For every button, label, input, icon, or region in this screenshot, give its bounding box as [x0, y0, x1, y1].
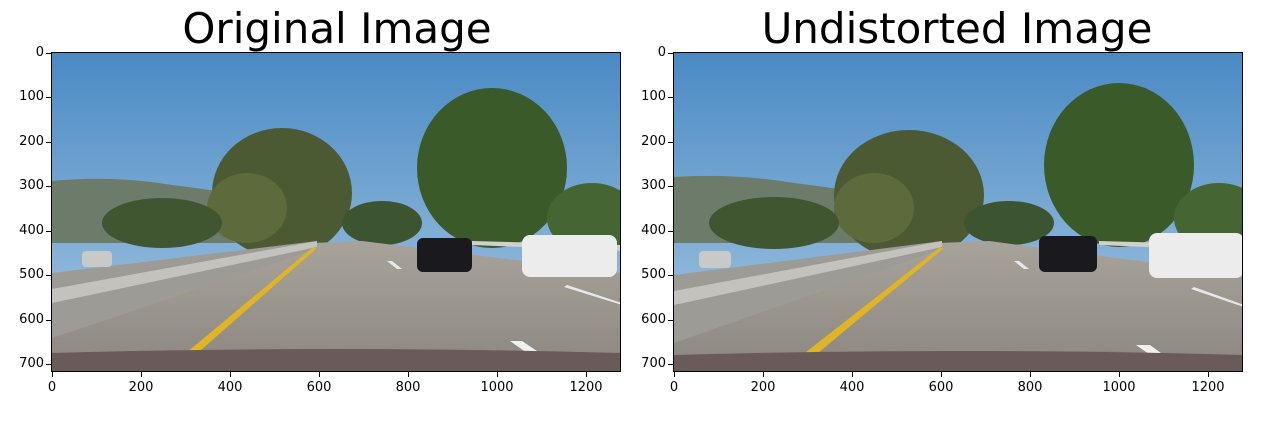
y-tick-mark — [668, 53, 673, 54]
y-tick-label: 300 — [19, 178, 44, 193]
x-tick-mark — [1208, 372, 1209, 377]
y-tick-label: 500 — [19, 267, 44, 282]
y-tick-label: 300 — [641, 178, 666, 193]
panel-undistorted: Undistorted Image — [622, 0, 1252, 426]
y-tick-label: 400 — [641, 223, 666, 238]
road-scene-image — [674, 53, 1242, 371]
y-tick-mark — [668, 97, 673, 98]
x-tick-mark — [674, 372, 675, 377]
y-tick-label: 0 — [35, 45, 44, 60]
x-tick-mark — [230, 372, 231, 377]
x-tick-label: 200 — [128, 380, 154, 395]
x-tick-label: 1000 — [480, 380, 514, 395]
road-scene-image — [52, 53, 620, 371]
x-tick-label: 400 — [839, 380, 865, 395]
x-tick-label: 800 — [395, 380, 421, 395]
x-tick-label: 0 — [669, 380, 679, 395]
y-tick-label: 400 — [19, 223, 44, 238]
y-tick-mark — [46, 142, 51, 143]
y-tick-mark — [668, 275, 673, 276]
x-tick-mark — [586, 372, 587, 377]
panel-title: Undistorted Image — [761, 4, 1153, 53]
x-tick-mark — [1030, 372, 1031, 377]
y-tick-mark — [668, 231, 673, 232]
y-tick-mark — [46, 320, 51, 321]
image-axes — [673, 52, 1243, 372]
y-tick-mark — [46, 53, 51, 54]
x-tick-label: 400 — [217, 380, 243, 395]
x-tick-mark — [319, 372, 320, 377]
x-tick-label: 1000 — [1102, 380, 1136, 395]
x-tick-mark — [1119, 372, 1120, 377]
y-tick-mark — [668, 320, 673, 321]
y-tick-label: 100 — [641, 89, 666, 104]
y-tick-label: 500 — [641, 267, 666, 282]
y-tick-mark — [46, 186, 51, 187]
y-tick-mark — [46, 275, 51, 276]
y-tick-mark — [668, 142, 673, 143]
y-tick-label: 100 — [19, 89, 44, 104]
x-tick-mark — [763, 372, 764, 377]
y-tick-mark — [668, 364, 673, 365]
x-tick-label: 0 — [47, 380, 57, 395]
y-tick-mark — [46, 364, 51, 365]
y-tick-label: 700 — [641, 356, 666, 371]
y-tick-mark — [46, 231, 51, 232]
y-tick-label: 200 — [19, 134, 44, 149]
x-tick-mark — [52, 372, 53, 377]
x-tick-label: 800 — [1017, 380, 1043, 395]
x-tick-mark — [852, 372, 853, 377]
x-tick-mark — [497, 372, 498, 377]
y-tick-mark — [46, 97, 51, 98]
panel-title: Original Image — [182, 4, 492, 53]
y-tick-label: 600 — [641, 312, 666, 327]
y-tick-label: 600 — [19, 312, 44, 327]
y-tick-label: 200 — [641, 134, 666, 149]
image-axes — [51, 52, 621, 372]
x-tick-label: 200 — [750, 380, 776, 395]
y-tick-label: 0 — [657, 45, 666, 60]
x-tick-label: 1200 — [569, 380, 603, 395]
x-tick-mark — [141, 372, 142, 377]
panel-original: Original Image — [0, 0, 630, 426]
x-tick-mark — [408, 372, 409, 377]
x-tick-mark — [941, 372, 942, 377]
y-tick-label: 700 — [19, 356, 44, 371]
x-tick-label: 600 — [306, 380, 332, 395]
y-tick-mark — [668, 186, 673, 187]
x-tick-label: 1200 — [1191, 380, 1225, 395]
x-tick-label: 600 — [928, 380, 954, 395]
